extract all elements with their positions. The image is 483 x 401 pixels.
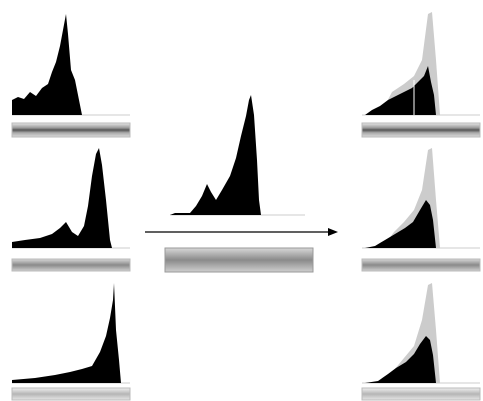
histogram (365, 200, 436, 248)
intensity-strip (12, 123, 130, 137)
intensity-strip (362, 123, 480, 137)
right-histograms (362, 12, 480, 400)
diagram (0, 0, 483, 401)
intensity-strip (12, 388, 130, 400)
histogram (170, 95, 261, 215)
histogram (12, 148, 112, 248)
arrow-head (328, 228, 338, 236)
intensity-strip (12, 259, 130, 271)
intensity-strip (362, 259, 480, 271)
histogram (12, 283, 121, 383)
histogram (12, 14, 82, 115)
center-histogram (145, 95, 338, 272)
intensity-strip (362, 388, 480, 400)
histogram (365, 336, 436, 383)
intensity-strip (165, 248, 313, 272)
left-histograms (12, 14, 130, 400)
